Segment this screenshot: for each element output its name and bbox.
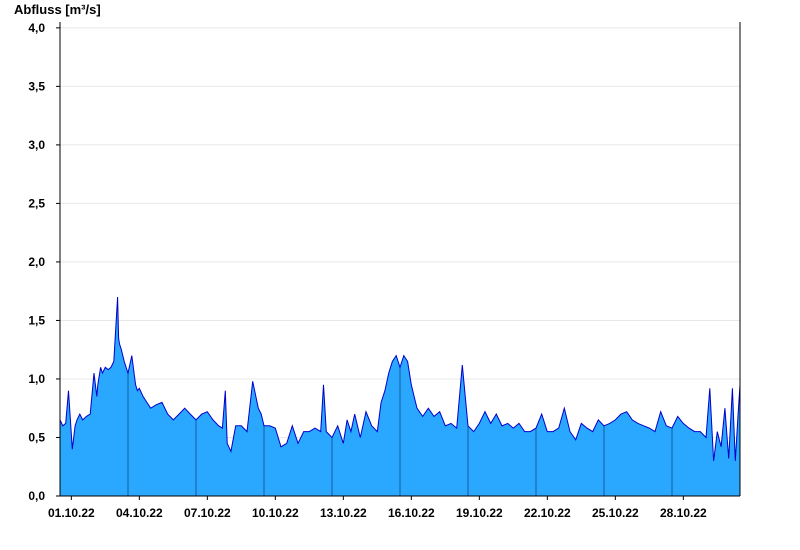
ytick-label-6: 3,0	[28, 138, 45, 152]
discharge-line	[59, 296, 741, 461]
xtick-label-4: 13.10.22	[320, 506, 367, 520]
ytick-label-5: 2,5	[28, 196, 45, 210]
xtick-label-7: 22.10.22	[524, 506, 571, 520]
horizontal-grid	[60, 27, 740, 438]
y-axis-ticks: 0,0 0,5 1,0 1,5 2,0 2,5 3,0 3,5 4,0	[28, 21, 60, 503]
ytick-label-0: 0,0	[28, 489, 45, 503]
xtick-label-0: 01.10.22	[48, 506, 95, 520]
ytick-label-1: 0,5	[28, 430, 45, 444]
ytick-label-2: 1,0	[28, 372, 45, 386]
ytick-label-8: 4,0	[28, 21, 45, 35]
ytick-label-3: 1,5	[28, 313, 45, 327]
xtick-label-3: 10.10.22	[252, 506, 299, 520]
xtick-label-6: 19.10.22	[456, 506, 503, 520]
xtick-label-1: 04.10.22	[116, 506, 163, 520]
x-axis-ticks: 01.10.22 04.10.22 07.10.22 10.10.22 13.10.22…	[48, 496, 707, 520]
y-axis-title: Abfluss [m³/s]	[14, 2, 101, 17]
axes	[59, 22, 741, 497]
xtick-label-9: 28.10.22	[660, 506, 707, 520]
xtick-label-5: 16.10.22	[388, 506, 435, 520]
day-separator-lines	[127, 367, 673, 496]
xtick-label-2: 07.10.22	[184, 506, 231, 520]
xtick-label-8: 25.10.22	[592, 506, 639, 520]
ytick-label-4: 2,0	[28, 255, 45, 269]
ytick-label-7: 3,5	[28, 79, 45, 93]
